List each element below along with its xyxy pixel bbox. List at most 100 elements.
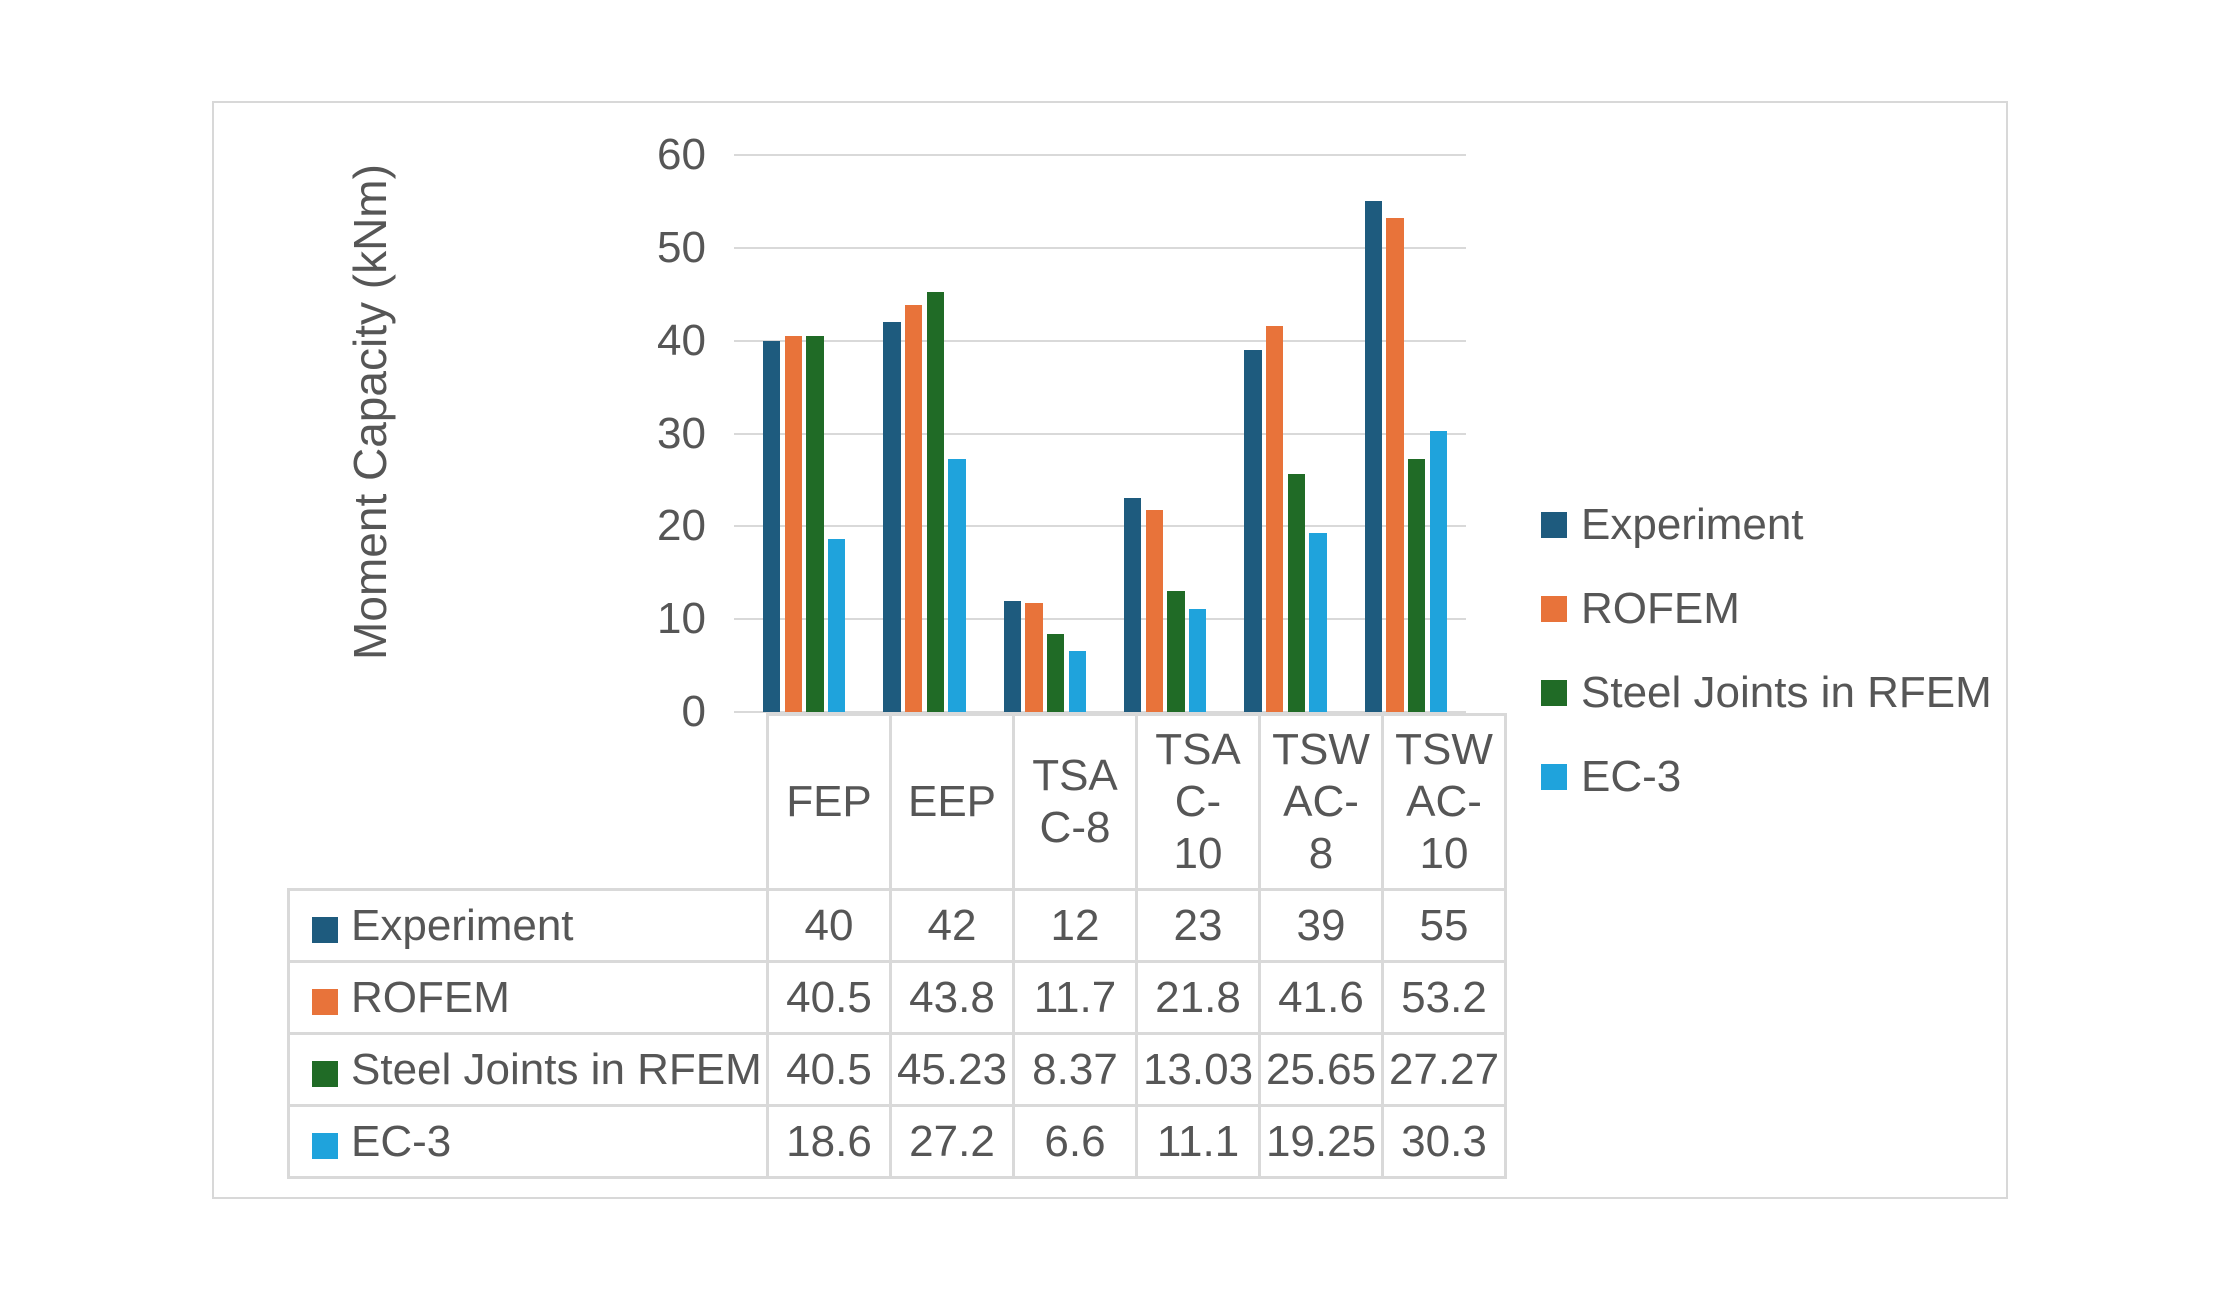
table-row-steel-joints-in-rfem: Steel Joints in RFEM 40.5 45.23 8.37 13.03 25… bbox=[287, 1032, 1507, 1107]
table-row-header-label: Steel Joints in RFEM bbox=[351, 1044, 762, 1094]
legend-label: EC-3 bbox=[1581, 752, 1682, 801]
bar-rofem-tsa-c-10 bbox=[1145, 509, 1164, 712]
table-cell-steel-joints-in-rfem-tsw-ac-10: 27.27 bbox=[1381, 1032, 1507, 1107]
table-column-header-tsw-ac-8: TSW AC- 8 bbox=[1258, 713, 1384, 891]
legend-color-swatch bbox=[1541, 680, 1567, 706]
legend-item-rofem: ROFEM bbox=[1541, 584, 1740, 633]
y-axis-tick-label: 20 bbox=[657, 501, 706, 551]
gridline-y-40 bbox=[734, 339, 1466, 342]
table-column-header-eep: EEP bbox=[889, 713, 1015, 891]
bar-rofem-fep bbox=[784, 336, 803, 712]
bar-steel-joints-in-rfem-eep bbox=[926, 292, 945, 712]
legend-label: Steel Joints in RFEM bbox=[1581, 668, 1992, 717]
table-cell-experiment-tsa-c-8: 12 bbox=[1012, 888, 1138, 963]
data-table: FEP EEP TSA C-8 TSA C- 10 TSW AC- 8 TSW AC- 1… bbox=[287, 713, 1507, 1179]
bar-steel-joints-in-rfem-tsw-ac-10 bbox=[1407, 458, 1426, 712]
legend-item-steel-joints-in-rfem: Steel Joints in RFEM bbox=[1541, 668, 1992, 717]
table-row-rofem: ROFEM 40.5 43.8 11.7 21.8 41.6 53.2 bbox=[287, 960, 1507, 1035]
bar-ec-3-eep bbox=[948, 459, 966, 712]
gridline-y-30 bbox=[734, 432, 1466, 435]
bar-experiment-fep bbox=[762, 340, 781, 712]
table-cell-steel-joints-in-rfem-eep: 45.23 bbox=[889, 1032, 1015, 1107]
bar-steel-joints-in-rfem-tsa-c-8 bbox=[1046, 634, 1065, 712]
gridline-y-0 bbox=[734, 711, 1466, 713]
table-cell-ec-3-eep: 27.2 bbox=[889, 1104, 1015, 1179]
table-cell-ec-3-tsa-c-8: 6.6 bbox=[1012, 1104, 1138, 1179]
series-key-swatch bbox=[312, 1132, 338, 1159]
bar-steel-joints-in-rfem-fep bbox=[806, 336, 824, 712]
table-cell-rofem-tsa-c-10: 21.8 bbox=[1135, 960, 1261, 1035]
bar-experiment-tsa-c-8 bbox=[1003, 600, 1022, 712]
bar-rofem-tsw-ac-8 bbox=[1265, 325, 1284, 712]
table-cell-steel-joints-in-rfem-fep: 40.5 bbox=[766, 1032, 892, 1107]
table-cell-steel-joints-in-rfem-tsa-c-10: 13.03 bbox=[1135, 1032, 1261, 1107]
gridline-y-60 bbox=[734, 154, 1466, 156]
table-row-header-experiment: Experiment bbox=[287, 888, 769, 963]
table-cell-rofem-eep: 43.8 bbox=[889, 960, 1015, 1035]
table-cell-ec-3-tsw-ac-10: 30.3 bbox=[1381, 1104, 1507, 1179]
table-cell-rofem-tsa-c-8: 11.7 bbox=[1012, 960, 1138, 1035]
gridline-y-10 bbox=[734, 618, 1466, 621]
legend-label: ROFEM bbox=[1581, 584, 1740, 633]
table-row-header-rofem: ROFEM bbox=[287, 960, 769, 1035]
legend-item-ec-3: EC-3 bbox=[1541, 752, 1682, 801]
table-cell-rofem-fep: 40.5 bbox=[766, 960, 892, 1035]
y-axis-tick-label: 60 bbox=[657, 130, 706, 179]
table-column-header-tsw-ac-10: TSW AC- 10 bbox=[1381, 713, 1507, 891]
table-cell-rofem-tsw-ac-10: 53.2 bbox=[1381, 960, 1507, 1035]
bar-steel-joints-in-rfem-tsa-c-10 bbox=[1167, 591, 1185, 712]
legend-color-swatch bbox=[1541, 512, 1567, 538]
bar-rofem-eep bbox=[904, 305, 923, 712]
bar-ec-3-tsa-c-10 bbox=[1188, 608, 1207, 712]
table-cell-experiment-tsa-c-10: 23 bbox=[1135, 888, 1261, 963]
table-cell-ec-3-tsa-c-10: 11.1 bbox=[1135, 1104, 1261, 1179]
bar-ec-3-tsw-ac-8 bbox=[1309, 533, 1327, 712]
table-corner-blank bbox=[289, 715, 768, 890]
y-axis-tick-label: 50 bbox=[657, 222, 706, 272]
table-cell-experiment-tsw-ac-8: 39 bbox=[1258, 888, 1384, 963]
y-axis-tick-label: 40 bbox=[657, 315, 706, 365]
table-row-ec-3: EC-3 18.6 27.2 6.6 11.1 19.25 30.3 bbox=[287, 1104, 1507, 1179]
bar-steel-joints-in-rfem-tsw-ac-8 bbox=[1287, 473, 1306, 712]
table-row-header-label: Experiment bbox=[351, 900, 574, 950]
series-key-swatch bbox=[312, 1060, 338, 1087]
y-axis-title: Moment Capacity (kNm) bbox=[344, 164, 396, 660]
legend-color-swatch bbox=[1541, 764, 1567, 790]
table-cell-experiment-tsw-ac-10: 55 bbox=[1381, 888, 1507, 963]
series-key-swatch bbox=[312, 988, 338, 1015]
legend-label: Experiment bbox=[1581, 500, 1804, 549]
bar-rofem-tsa-c-8 bbox=[1025, 603, 1043, 712]
table-cell-rofem-tsw-ac-8: 41.6 bbox=[1258, 960, 1384, 1035]
table-row-header-ec-3: EC-3 bbox=[287, 1104, 769, 1179]
table-cell-steel-joints-in-rfem-tsw-ac-8: 25.65 bbox=[1258, 1032, 1384, 1107]
y-axis-tick-label: 10 bbox=[657, 594, 706, 644]
table-cell-steel-joints-in-rfem-tsa-c-8: 8.37 bbox=[1012, 1032, 1138, 1107]
bar-ec-3-tsa-c-8 bbox=[1068, 650, 1087, 712]
table-column-header-fep: FEP bbox=[766, 713, 892, 891]
bar-experiment-tsw-ac-10 bbox=[1364, 201, 1383, 712]
legend-color-swatch bbox=[1541, 596, 1567, 622]
table-cell-ec-3-fep: 18.6 bbox=[766, 1104, 892, 1179]
table-row-header-label: ROFEM bbox=[351, 972, 510, 1022]
series-key-swatch bbox=[312, 916, 338, 943]
table-cell-experiment-fep: 40 bbox=[766, 888, 892, 963]
table-cell-experiment-eep: 42 bbox=[889, 888, 1015, 963]
table-column-header-tsa-c-8: TSA C-8 bbox=[1012, 713, 1138, 891]
table-cell-ec-3-tsw-ac-8: 19.25 bbox=[1258, 1104, 1384, 1179]
legend-item-experiment: Experiment bbox=[1541, 500, 1804, 549]
table-row-header-label: EC-3 bbox=[351, 1116, 452, 1166]
gridline-y-20 bbox=[734, 525, 1466, 528]
table-row-header-steel-joints-in-rfem: Steel Joints in RFEM bbox=[287, 1032, 769, 1107]
bar-experiment-eep bbox=[883, 322, 901, 712]
bar-experiment-tsa-c-10 bbox=[1123, 498, 1142, 712]
table-column-header-tsa-c-10: TSA C- 10 bbox=[1135, 713, 1261, 891]
y-axis-tick-label: 0 bbox=[681, 687, 706, 736]
y-axis-tick-label: 30 bbox=[657, 408, 706, 458]
bar-ec-3-tsw-ac-10 bbox=[1429, 430, 1448, 712]
bar-rofem-tsw-ac-10 bbox=[1386, 218, 1404, 712]
bar-experiment-tsw-ac-8 bbox=[1244, 349, 1262, 712]
bar-ec-3-fep bbox=[827, 539, 846, 712]
gridline-y-50 bbox=[734, 246, 1466, 249]
table-row-experiment: Experiment 40 42 12 23 39 55 bbox=[287, 888, 1507, 963]
